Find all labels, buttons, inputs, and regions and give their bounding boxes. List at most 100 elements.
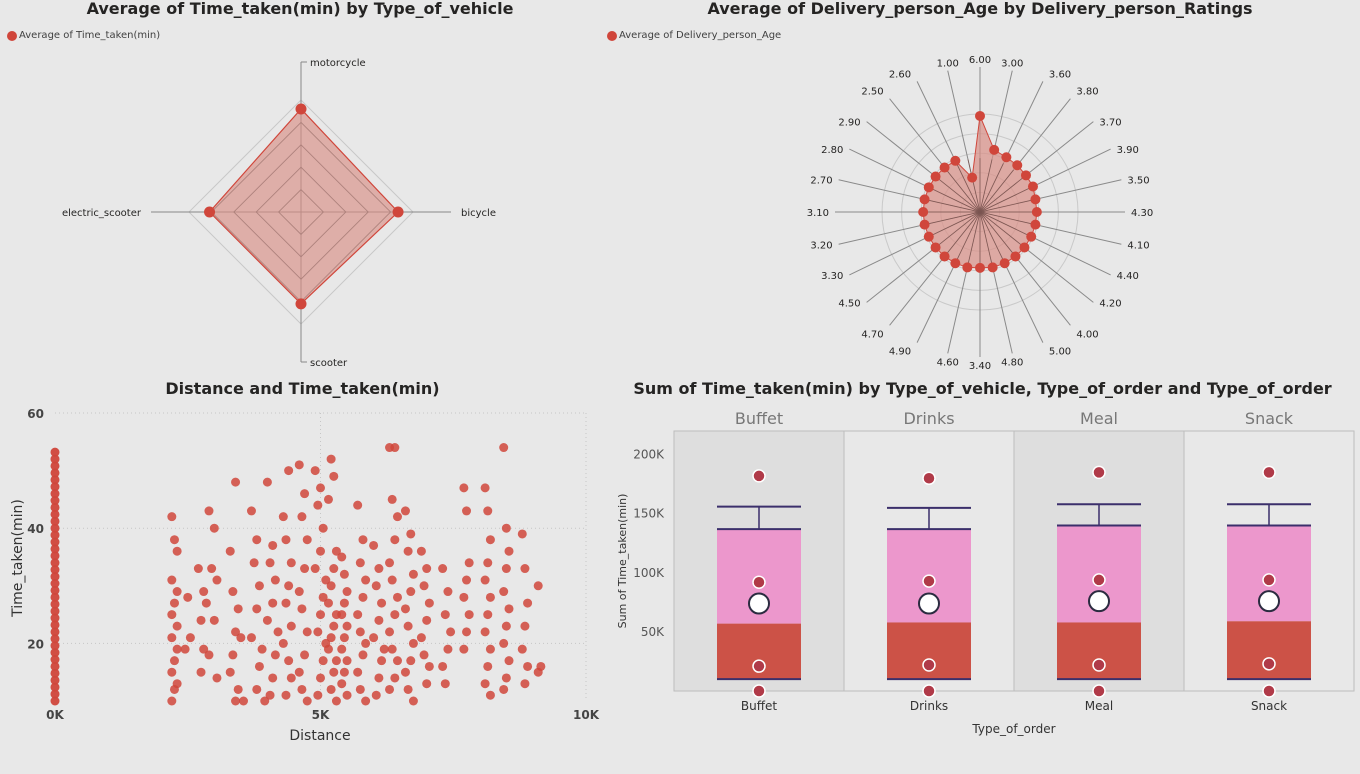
facet-header: Buffet (735, 409, 783, 428)
scatter-point (167, 610, 177, 620)
scatter-point (169, 535, 179, 545)
scatter-point (533, 581, 543, 591)
radar-ring-overlay (278, 189, 324, 235)
radar-vehicle-title: Average of Time_taken(min) by Type_of_ve… (86, 0, 514, 18)
scatter-point (50, 523, 60, 533)
radar-category-label: 3.50 (1127, 176, 1149, 187)
radar-spoke-overlay (967, 159, 981, 213)
scatter-point (462, 575, 472, 585)
scatter-point (313, 500, 323, 510)
radar-vehicle-legend[interactable]: Average of Time_taken(min) (7, 30, 160, 41)
box-data-point (752, 575, 766, 590)
scatter-point (50, 613, 60, 623)
radar-category-label: 4.40 (1117, 271, 1139, 282)
scatter-point (392, 512, 402, 522)
radar-ratings-legend[interactable]: Average of Delivery_person_Age (607, 30, 781, 41)
scatter-point (459, 644, 469, 654)
scatter-x-tick: 0K (46, 708, 64, 722)
scatter-y-tick: 60 (27, 407, 44, 421)
scatter-point (284, 466, 294, 476)
scatter-point (355, 627, 365, 637)
radar-category-label: 6.00 (969, 55, 991, 66)
radar-category-label: 3.20 (810, 240, 832, 251)
radar-spoke-overlay (931, 188, 981, 213)
scatter-x-tick: 10K (573, 708, 600, 722)
scatter-point (50, 627, 60, 637)
scatter-point (302, 535, 312, 545)
radar-spoke-overlay (979, 211, 1033, 225)
box-y-tick: 150K (633, 507, 665, 521)
scatter-point (294, 587, 304, 597)
scatter-point (400, 604, 410, 614)
radar-point (1026, 231, 1037, 242)
radar-point (1031, 207, 1042, 217)
scatter-point (169, 656, 179, 666)
box-chart[interactable]: Buffet Buffet Drinks Drinks Meal Meal Snack Sna… (605, 378, 1360, 774)
scatter-point (212, 673, 222, 683)
scatter-point (358, 592, 368, 602)
radar-spoke-overlay (937, 211, 981, 246)
radar-spoke-overlay (931, 211, 981, 236)
radar-ratings-chart[interactable]: 6.00 3.00 3.60 3.80 3.70 3.90 3.50 4.30 4.10 4.40… (600, 0, 1360, 380)
radar-spoke-overlay (979, 163, 1004, 213)
scatter-point (390, 535, 400, 545)
radar-point (939, 251, 950, 262)
scatter-point (438, 661, 448, 671)
scatter-point (443, 587, 453, 597)
scatter-point (50, 516, 60, 526)
scatter-point (416, 633, 426, 643)
box-mean-marker (1258, 590, 1280, 613)
scatter-point (228, 650, 238, 660)
radar-vehicle-panel: Average of Time_taken(min) by Type_of_ve… (0, 0, 600, 380)
radar-category-label: scooter (310, 358, 348, 369)
scatter-point (353, 667, 363, 677)
scatter-point (523, 598, 533, 608)
scatter-point (252, 535, 262, 545)
box-mean-marker (1088, 590, 1110, 613)
radar-spoke-overlay (979, 188, 1029, 213)
scatter-y-tick: 40 (27, 522, 44, 536)
scatter-point (281, 535, 291, 545)
scatter-point (337, 610, 347, 620)
radar-category-label: 3.30 (821, 271, 843, 282)
scatter-point (50, 509, 60, 519)
scatter-point (50, 475, 60, 485)
scatter-point (233, 604, 243, 614)
scatter-point (483, 610, 493, 620)
radar-point (923, 231, 934, 242)
scatter-point (504, 604, 514, 614)
scatter-point (50, 682, 60, 692)
scatter-point (419, 650, 429, 660)
scatter-point (483, 661, 493, 671)
scatter-point (185, 633, 195, 643)
scatter-point (403, 546, 413, 556)
scatter-point (483, 506, 493, 516)
scatter-point (416, 546, 426, 556)
radar-category-label: 3.10 (807, 208, 829, 219)
radar-vehicle-chart[interactable]: motorcycle bicycle scooter electric_scooter (0, 0, 600, 380)
box-mean-marker (748, 592, 770, 615)
scatter-point (172, 621, 182, 631)
radar-ratings-title: Average of Delivery_person_Age by Delive… (707, 0, 1253, 18)
scatter-point (254, 661, 264, 671)
scatter-point (400, 667, 410, 677)
scatter-point (196, 615, 206, 625)
scatter-point (297, 684, 307, 694)
radar-spoke-overlay (956, 211, 981, 261)
scatter-point (284, 656, 294, 666)
legend-dot (607, 30, 617, 41)
radar-point (923, 182, 934, 193)
radar-point (1010, 251, 1021, 262)
scatter-point (268, 540, 278, 550)
scatter-point (167, 633, 177, 643)
scatter-point (419, 581, 429, 591)
scatter-point (167, 696, 177, 706)
legend-label: Average of Time_taken(min) (19, 30, 161, 41)
scatter-point (392, 656, 402, 666)
legend-dot (7, 30, 17, 41)
scatter-point (323, 644, 333, 654)
scatter-point (225, 667, 235, 677)
radar-category-label: 2.60 (889, 69, 911, 80)
scatter-chart[interactable]: 20 40 60 0K 5K 10K Distance Time_taken(min) (0, 378, 605, 774)
scatter-point (390, 443, 400, 453)
